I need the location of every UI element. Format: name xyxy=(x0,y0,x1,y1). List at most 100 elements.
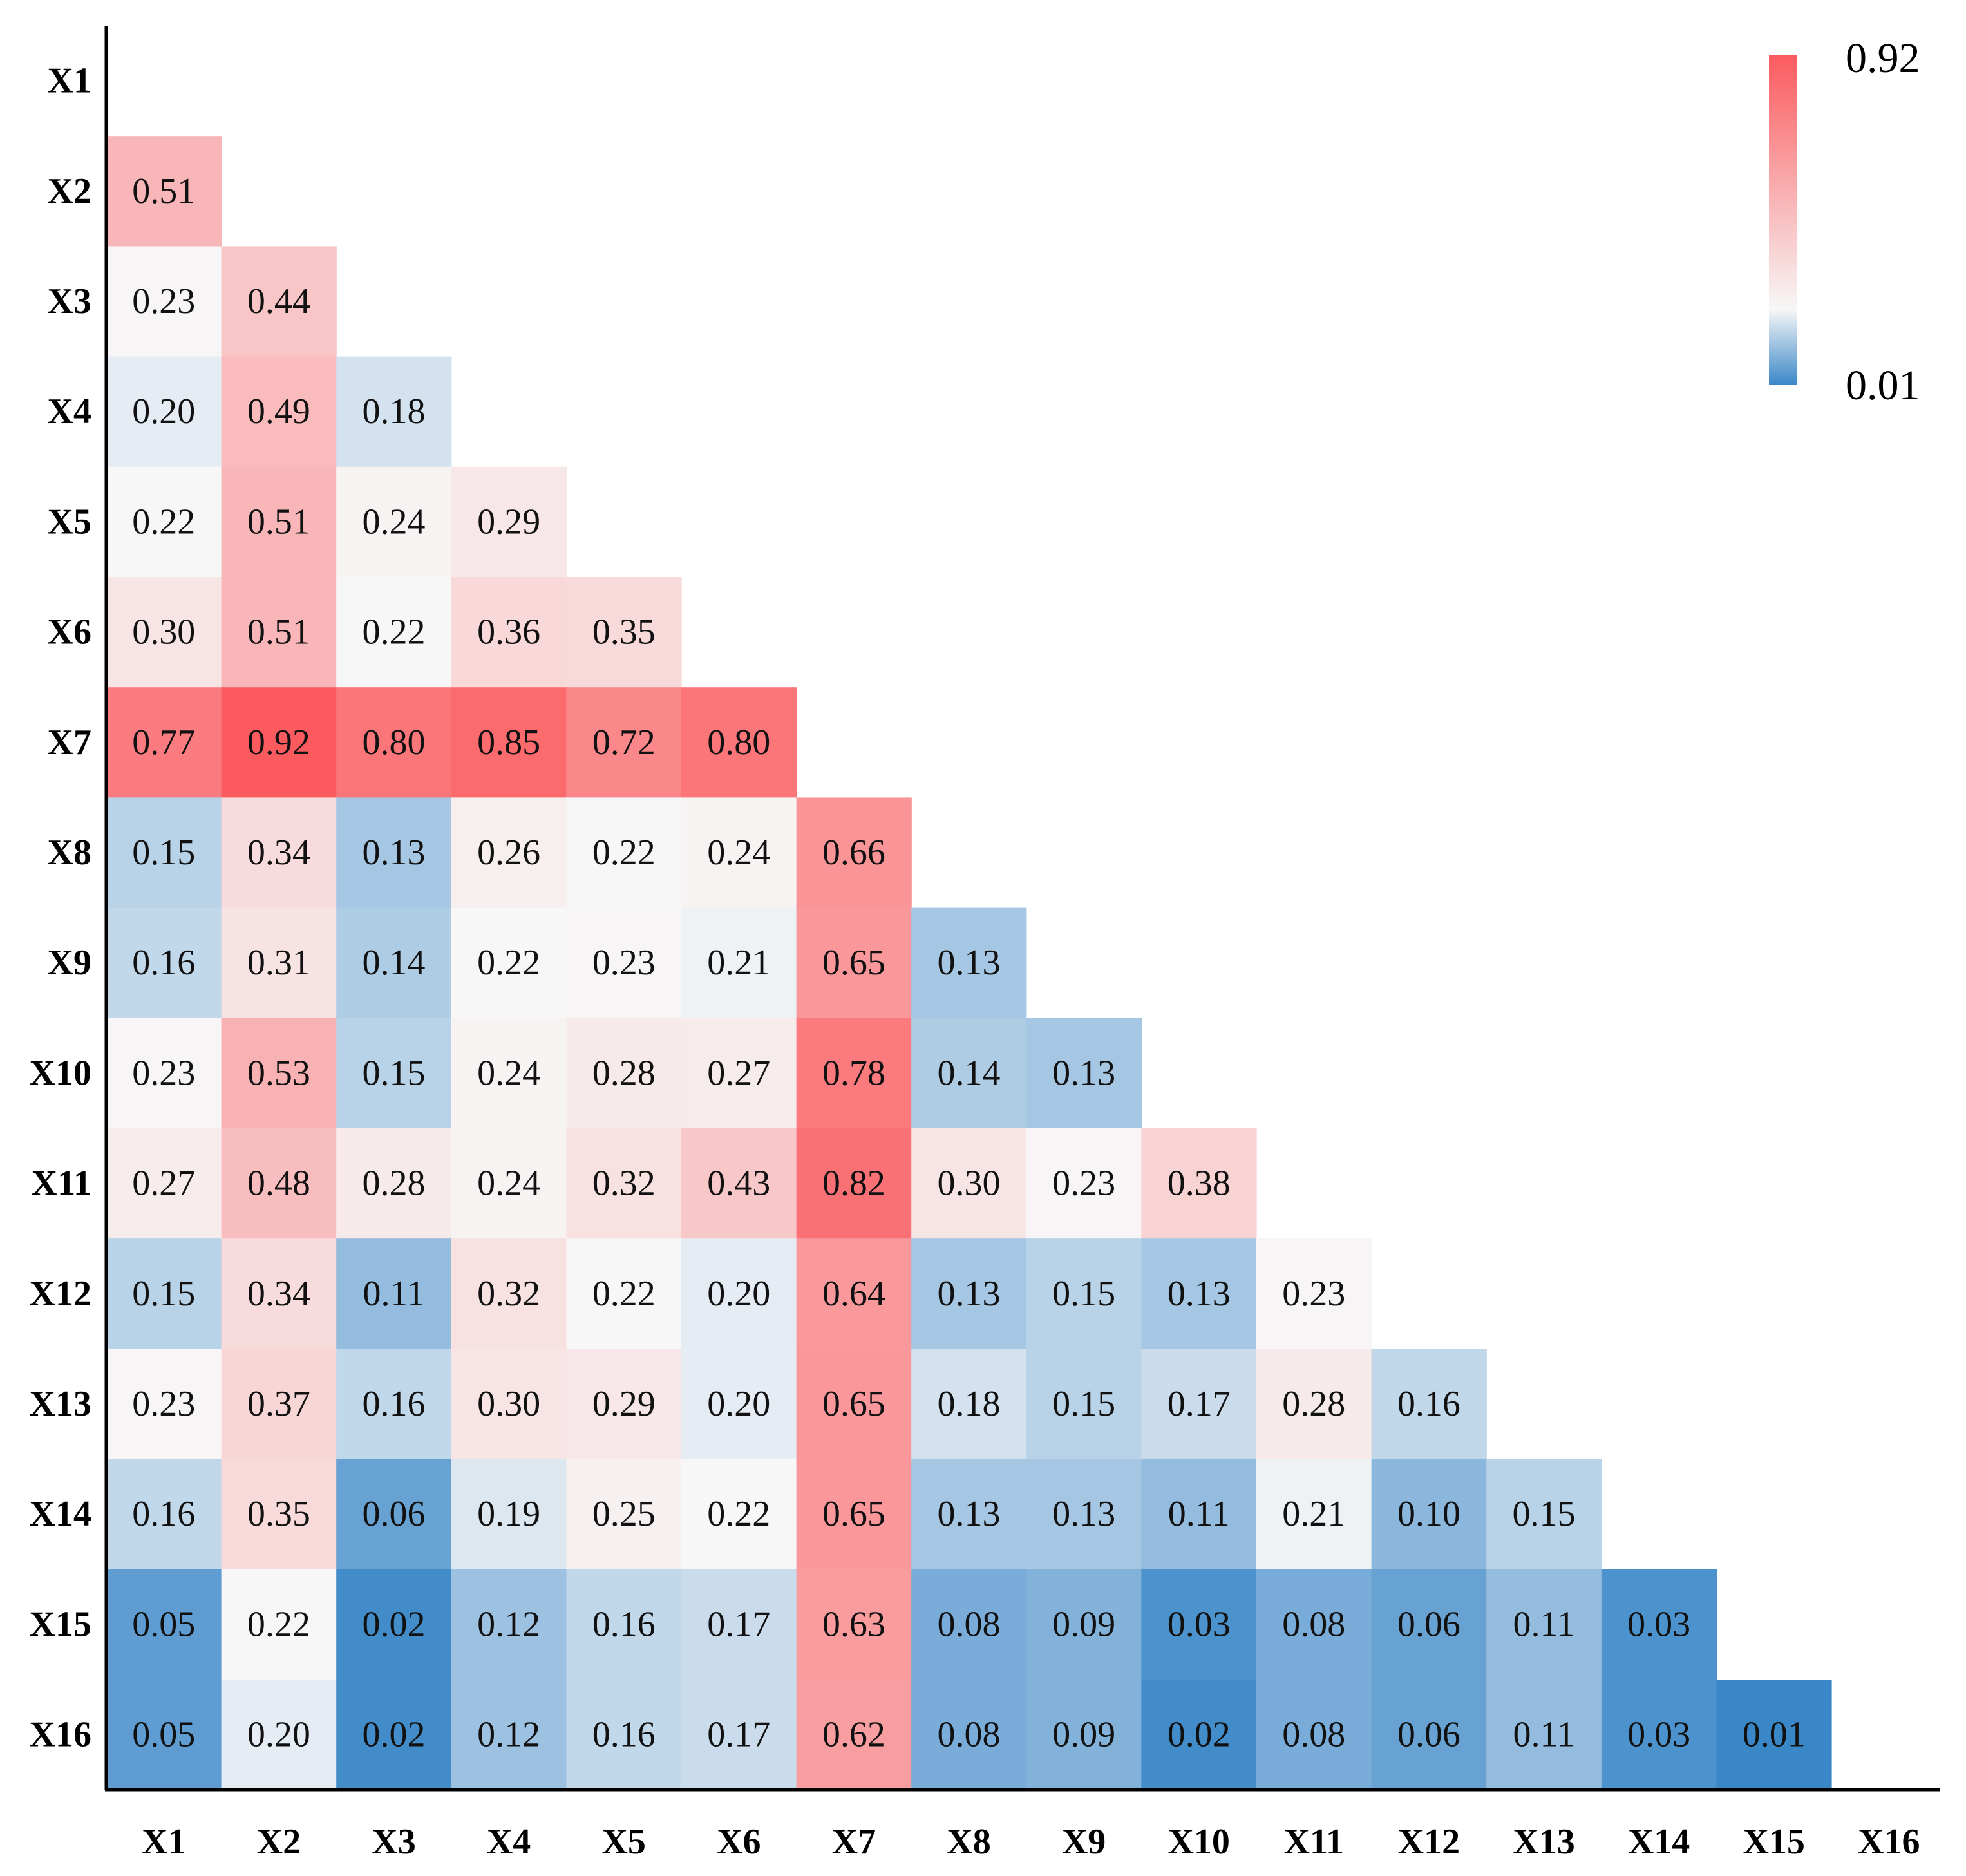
colorbar: 0.92 0.01 xyxy=(1769,35,1920,409)
heatmap-cell xyxy=(336,1018,452,1129)
x-tick-label: X7 xyxy=(832,1822,876,1862)
cell-value-label: 0.13 xyxy=(363,833,426,873)
cell-value-label: 0.16 xyxy=(132,1494,195,1534)
heatmap-cell xyxy=(1141,1569,1257,1680)
heatmap-cell xyxy=(1026,1680,1142,1790)
y-tick-label: X6 xyxy=(48,612,91,652)
heatmap-cell xyxy=(451,907,567,1019)
cell-value-label: 0.77 xyxy=(132,723,195,763)
heatmap-cell xyxy=(221,1018,337,1129)
cell-value-label: 0.17 xyxy=(707,1604,770,1644)
heatmap-cell xyxy=(681,907,797,1019)
colorbar-min-label: 0.01 xyxy=(1846,362,1920,409)
heatmap-cell xyxy=(1371,1569,1487,1680)
heatmap-cell xyxy=(566,577,682,688)
heatmap-cell xyxy=(106,907,222,1019)
heatmap-cell xyxy=(1256,1238,1372,1349)
cell-value-label: 0.38 xyxy=(1167,1164,1231,1204)
cell-value-label: 0.14 xyxy=(938,1053,1001,1093)
cell-value-label: 0.12 xyxy=(477,1715,540,1755)
heatmap-cell xyxy=(221,466,337,578)
cell-value-label: 0.13 xyxy=(938,1274,1001,1314)
y-tick-label: X1 xyxy=(48,61,91,101)
cell-value-label: 0.11 xyxy=(1513,1604,1575,1644)
heatmap-cell xyxy=(1026,1238,1142,1349)
heatmap-cell xyxy=(221,1459,337,1570)
cell-value-label: 0.36 xyxy=(477,612,540,652)
y-tick-label: X5 xyxy=(48,502,91,542)
heatmap-cell xyxy=(106,466,222,578)
heatmap-cell xyxy=(796,1238,912,1349)
cell-value-label: 0.24 xyxy=(707,833,770,873)
heatmap-cell xyxy=(681,1349,797,1460)
y-tick-label: X13 xyxy=(30,1384,91,1424)
x-tick-label: X4 xyxy=(487,1822,531,1862)
heatmap-cell xyxy=(911,1128,1027,1239)
cell-value-label: 0.24 xyxy=(477,1164,540,1204)
cell-value-label: 0.11 xyxy=(1513,1715,1575,1755)
cell-value-label: 0.06 xyxy=(1397,1604,1460,1644)
x-tick-label: X3 xyxy=(372,1822,415,1862)
cell-value-label: 0.21 xyxy=(707,943,770,983)
heatmap-cell xyxy=(1026,1018,1142,1129)
heatmap-cell xyxy=(336,1349,452,1460)
heatmap-cell xyxy=(1256,1459,1372,1570)
cell-value-label: 0.22 xyxy=(363,612,426,652)
heatmap-cell xyxy=(106,136,222,247)
heatmap-cell xyxy=(1486,1569,1602,1680)
cell-value-label: 0.32 xyxy=(477,1274,540,1314)
heatmap-cell xyxy=(106,1128,222,1239)
heatmap-cell xyxy=(1026,1349,1142,1460)
colorbar-max-label: 0.92 xyxy=(1846,35,1920,82)
cell-value-label: 0.51 xyxy=(132,171,195,211)
cell-value-label: 0.22 xyxy=(707,1494,770,1534)
cell-value-label: 0.23 xyxy=(1052,1164,1115,1204)
cell-value-label: 0.23 xyxy=(1282,1274,1345,1314)
cell-value-label: 0.29 xyxy=(592,1384,656,1424)
x-tick-label: X8 xyxy=(947,1822,990,1862)
cell-value-label: 0.26 xyxy=(477,833,540,873)
cell-value-label: 0.08 xyxy=(1282,1715,1345,1755)
cell-value-label: 0.11 xyxy=(1168,1494,1230,1534)
cell-value-label: 0.80 xyxy=(363,723,426,763)
cell-value-label: 0.13 xyxy=(1052,1494,1115,1534)
cell-value-label: 0.18 xyxy=(363,392,426,431)
cell-value-label: 0.16 xyxy=(592,1604,656,1644)
cell-value-label: 0.65 xyxy=(822,943,885,983)
y-tick-label: X11 xyxy=(32,1164,91,1204)
heatmap-cell xyxy=(336,356,452,468)
heatmap-cell xyxy=(566,1569,682,1680)
cell-value-label: 0.08 xyxy=(938,1604,1001,1644)
heatmap-cell xyxy=(796,907,912,1019)
cell-value-label: 0.53 xyxy=(247,1053,310,1093)
cell-value-label: 0.22 xyxy=(592,833,656,873)
cell-value-label: 0.20 xyxy=(132,392,195,431)
heatmap-cell xyxy=(796,797,912,909)
cell-value-label: 0.49 xyxy=(247,392,310,431)
heatmap-cell xyxy=(911,1459,1027,1570)
cell-value-label: 0.06 xyxy=(363,1494,426,1534)
cell-value-label: 0.13 xyxy=(1052,1053,1115,1093)
heatmap-cell xyxy=(451,1569,567,1680)
heatmap-cell xyxy=(451,1128,567,1239)
heatmap-cell xyxy=(336,1238,452,1349)
cell-value-label: 0.34 xyxy=(247,833,310,873)
heatmap-cell xyxy=(451,1680,567,1790)
cell-value-label: 0.02 xyxy=(363,1604,426,1644)
y-tick-label: X14 xyxy=(30,1494,91,1534)
cell-value-label: 0.35 xyxy=(247,1494,310,1534)
cell-value-label: 0.19 xyxy=(477,1494,540,1534)
y-tick-label: X9 xyxy=(48,943,91,983)
heatmap-cell xyxy=(796,1349,912,1460)
cell-value-label: 0.11 xyxy=(363,1274,425,1314)
cell-value-label: 0.28 xyxy=(363,1164,426,1204)
heatmap-cell xyxy=(566,1349,682,1460)
heatmap-cell xyxy=(336,1459,452,1570)
cell-value-label: 0.05 xyxy=(132,1604,195,1644)
heatmap-cell xyxy=(796,1018,912,1129)
heatmap-cell xyxy=(566,1238,682,1349)
heatmap-cell xyxy=(1026,1459,1142,1570)
cell-value-label: 0.13 xyxy=(938,943,1001,983)
cell-value-label: 0.92 xyxy=(247,723,310,763)
